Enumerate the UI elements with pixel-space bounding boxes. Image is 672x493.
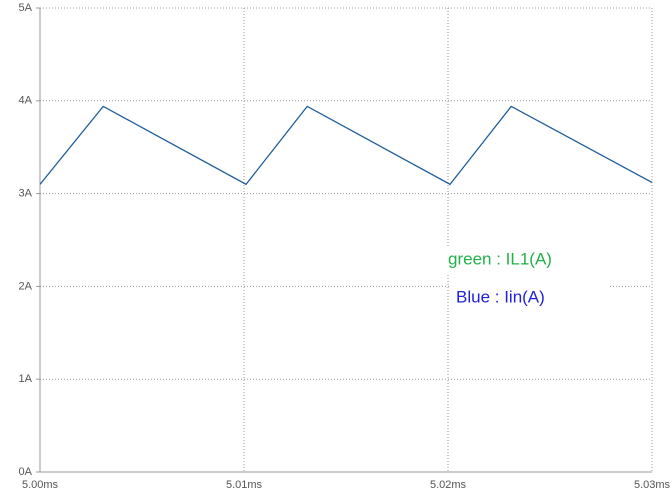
series-line [39, 105, 653, 186]
x-tick-label: 5.00ms [22, 479, 59, 491]
x-tick-label: 5.03ms [634, 479, 671, 491]
y-tick-label: 1A [19, 373, 33, 385]
y-tick-label: 4A [19, 95, 33, 107]
series-line [39, 105, 653, 186]
x-tick-label: 5.02ms [430, 479, 467, 491]
x-tick-label: 5.01ms [226, 479, 263, 491]
y-tick-label: 5A [19, 2, 33, 14]
y-tick-label: 3A [19, 188, 33, 200]
y-tick-label: 2A [19, 280, 33, 292]
legend-bg [444, 246, 604, 274]
legend-label: green : IL1(A) [448, 249, 552, 268]
legend-label: Blue : Iin(A) [456, 287, 545, 306]
y-tick-label: 0A [19, 466, 33, 478]
legend-bg [450, 284, 610, 312]
